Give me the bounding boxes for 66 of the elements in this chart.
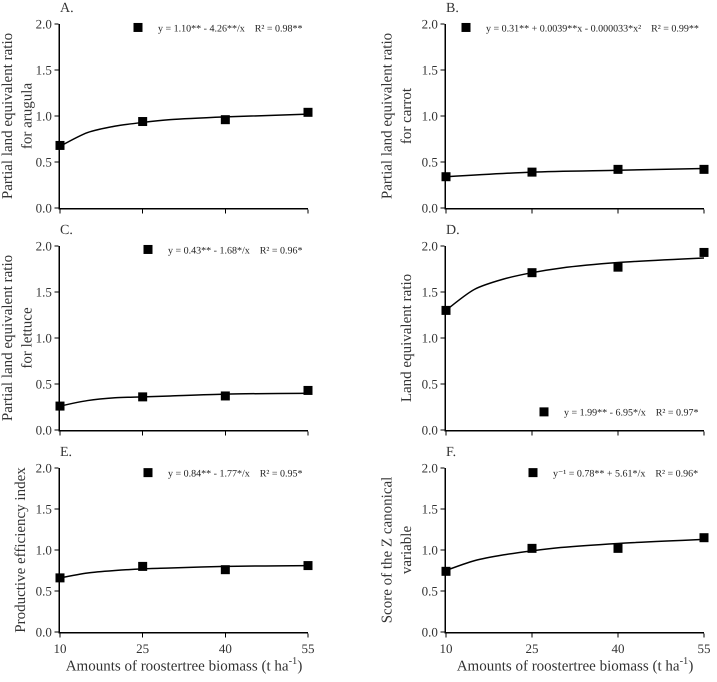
chart-title: A.: [60, 0, 74, 16]
x-tick-label: 25: [136, 641, 150, 656]
x-tick-label: 55: [698, 641, 710, 656]
legend-label: y = 0.31** + 0.0039**x - 0.000033*x² R² = 0.99**: [486, 23, 699, 34]
y-axis-title: Partial land equivalent ratio for carrot: [380, 32, 416, 200]
y-tick-label: 0.0: [36, 624, 52, 640]
y-tick-label: 1.5: [36, 284, 52, 300]
point: [700, 164, 708, 174]
y-tick-label: 0.0: [36, 422, 52, 438]
y-tick-label: 1.5: [422, 62, 438, 78]
legend-label: y = 0.43** - 1.68*/x R² = 0.96*: [168, 245, 303, 256]
y-tick-label: 0.0: [422, 200, 438, 216]
legend-label: y⁻¹ = 0.78** + 5.61*/x R² = 0.96*: [553, 468, 698, 480]
y-tick-label: 2.0: [422, 238, 438, 254]
point: [614, 262, 622, 272]
x-tick-label: 25: [526, 641, 538, 656]
x-tick-label: 10: [54, 641, 66, 656]
x-tick-label: 10: [440, 641, 452, 656]
point: [700, 248, 708, 257]
y-tick-label: 0.0: [36, 200, 52, 216]
y-tick-label: 1.0: [36, 542, 52, 558]
y-tick-label: 2.0: [422, 460, 438, 476]
y-tick-label: 0.0: [422, 422, 438, 438]
y-tick-label: 0.5: [422, 584, 438, 599]
point: [304, 386, 312, 395]
y-axis-title: Partial land equivalent ratio for lettuce: [0, 254, 36, 422]
y-axis-title: Score of the Z canonical variable: [380, 476, 416, 624]
legend-label: y = 1.99** - 6.95*/x R² = 0.97*: [564, 408, 699, 419]
y-tick-label: 1.0: [422, 108, 438, 124]
x-axis-title: Amounts of roostertree biomass (t ha$^{-1}$): [456, 656, 694, 674]
y-tick-label: 1.5: [422, 284, 438, 300]
y-tick-label: 1.0: [422, 330, 438, 346]
y-tick-label: 0.0: [422, 624, 438, 640]
y-tick-label: 0.5: [36, 584, 52, 599]
y-tick-label: 2.0: [36, 16, 52, 32]
y-tick-label: 1.0: [36, 108, 52, 124]
legend-label: y = 1.10** - 4.26**/x R² = 0.98**: [158, 23, 303, 34]
chart-title: E.: [60, 444, 72, 460]
y-tick-label: 0.5: [422, 376, 438, 392]
y-tick-label: 0.5: [36, 154, 52, 170]
y-tick-label: 1.5: [36, 62, 52, 78]
y-tick-label: 0.5: [36, 376, 52, 392]
chart-title: F.: [446, 444, 456, 460]
y-tick-label: 1.5: [36, 502, 52, 517]
y-tick-label: 0.5: [422, 154, 438, 170]
y-axis-title: Productive efficiency index: [13, 466, 30, 633]
y-tick-label: 2.0: [36, 460, 52, 476]
x-tick-label: 55: [302, 641, 314, 656]
x-tick-label: 40: [612, 641, 624, 656]
chart-title: D.: [446, 222, 460, 238]
y-tick-label: 1.5: [422, 502, 438, 517]
x-tick-label: 40: [218, 641, 232, 656]
chart-title: C.: [60, 222, 73, 238]
y-axis-title: Land equivalent ratio: [399, 274, 416, 402]
y-tick-label: 1.0: [422, 542, 438, 558]
point: [700, 533, 708, 542]
y-axis-title: Partial land equivalent ratio for arugula: [0, 32, 36, 200]
legend-label: y = 0.84** - 1.77*/x R² = 0.95*: [168, 468, 303, 480]
y-tick-label: 1.0: [36, 330, 52, 346]
point: [614, 544, 622, 553]
point: [304, 561, 312, 570]
y-tick-label: 2.0: [422, 16, 438, 32]
chart-title: B.: [446, 0, 459, 16]
x-axis-title: Amounts of roostertree biomass (t ha$^{-1}$): [66, 656, 302, 674]
y-tick-label: 2.0: [36, 238, 52, 254]
point: [304, 108, 312, 117]
